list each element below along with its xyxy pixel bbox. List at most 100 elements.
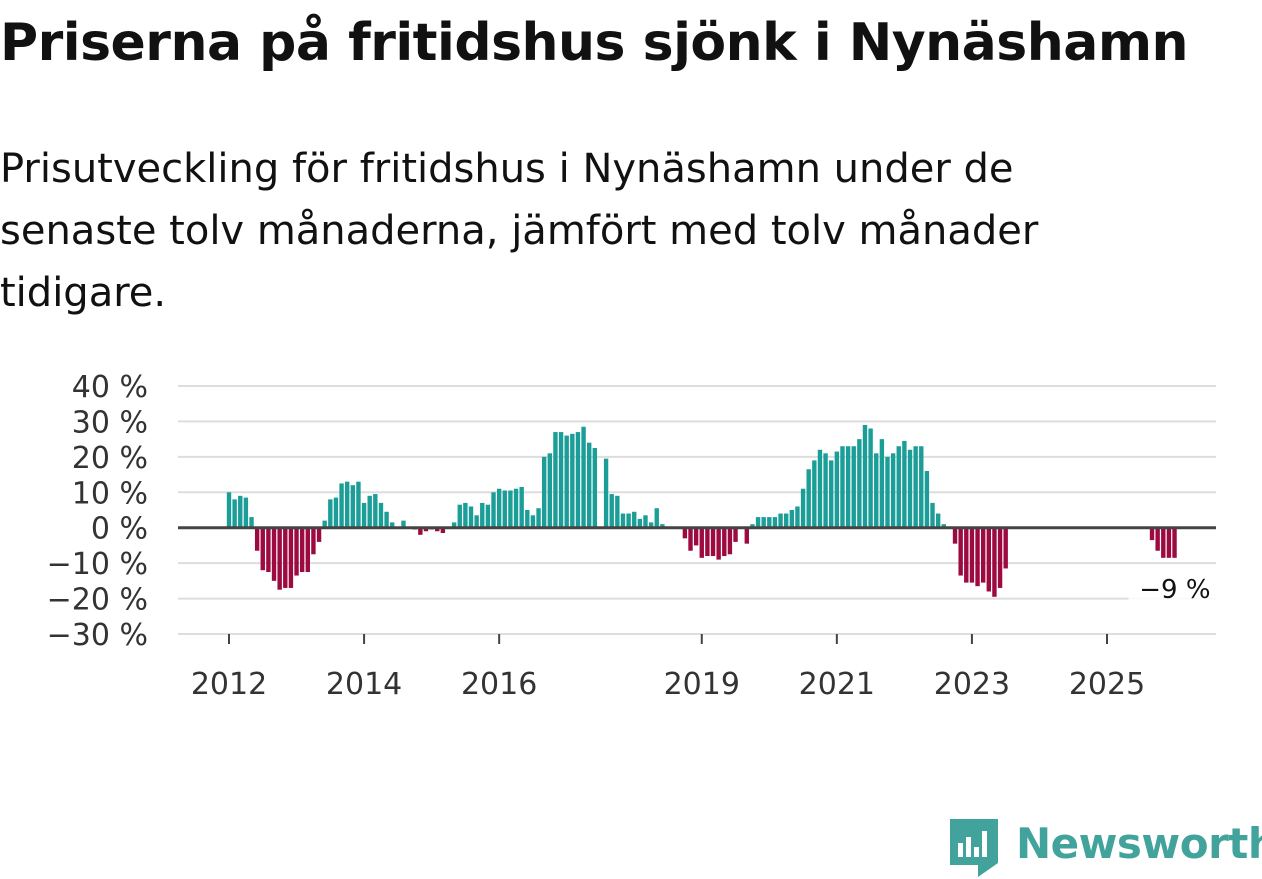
chart-title: Priserna på fritidshus sjönk i Nynäshamn bbox=[0, 13, 1189, 73]
bar bbox=[496, 488, 502, 528]
bar bbox=[519, 486, 524, 528]
bar bbox=[609, 494, 614, 528]
bar bbox=[660, 524, 665, 528]
newsworthy-logo-icon bbox=[950, 819, 998, 877]
bar bbox=[615, 495, 620, 528]
bar bbox=[964, 527, 969, 583]
bar bbox=[913, 446, 918, 528]
x-tick-label: 2012 bbox=[191, 667, 267, 702]
bar bbox=[829, 460, 834, 528]
bar bbox=[339, 483, 344, 528]
x-axis: 2012 2014 2016 2019 2021 2023 2025 bbox=[191, 634, 1145, 702]
bar bbox=[1155, 527, 1160, 551]
bar bbox=[924, 471, 930, 528]
bar bbox=[637, 518, 643, 528]
bar bbox=[525, 510, 530, 528]
bar bbox=[705, 527, 710, 557]
bar bbox=[299, 527, 305, 572]
bar bbox=[902, 440, 907, 528]
bar bbox=[587, 442, 592, 528]
x-tick-label: 2021 bbox=[799, 667, 875, 702]
y-axis-labels: −30 %−20 %−10 %0 %10 %20 %30 %40 % bbox=[47, 370, 148, 653]
bar bbox=[243, 497, 249, 528]
bar bbox=[778, 513, 783, 528]
bar bbox=[564, 435, 569, 528]
bar bbox=[1166, 527, 1172, 558]
brand-name: Newsworthy bbox=[1016, 819, 1262, 868]
bar bbox=[969, 527, 975, 583]
y-tick-label: 10 % bbox=[72, 476, 148, 511]
bar bbox=[761, 517, 766, 528]
bar bbox=[603, 458, 609, 528]
annotation-bg bbox=[1128, 571, 1221, 606]
y-tick-label: 40 % bbox=[72, 370, 148, 405]
bar bbox=[508, 490, 513, 528]
bar bbox=[980, 527, 986, 583]
bar bbox=[1149, 527, 1155, 541]
bar bbox=[435, 527, 440, 532]
bar bbox=[322, 520, 327, 528]
bar bbox=[817, 449, 823, 528]
bar bbox=[626, 513, 631, 528]
bar bbox=[260, 527, 265, 571]
chart-subtitle: Prisutveckling för fritidshus i Nynäsham… bbox=[0, 146, 1039, 316]
bar bbox=[254, 527, 260, 551]
bar bbox=[682, 527, 688, 539]
bar bbox=[463, 502, 468, 528]
bar bbox=[958, 527, 963, 576]
bar bbox=[536, 508, 541, 528]
bar bbox=[592, 448, 598, 528]
bar bbox=[378, 502, 384, 528]
bar bbox=[857, 439, 862, 528]
bar bbox=[530, 515, 536, 528]
bar bbox=[238, 495, 243, 528]
y-tick-label: −10 % bbox=[47, 547, 148, 582]
bar bbox=[845, 446, 851, 528]
bar bbox=[620, 513, 626, 528]
bar bbox=[480, 502, 485, 528]
bar bbox=[277, 527, 282, 590]
bar bbox=[879, 439, 885, 528]
bar bbox=[823, 453, 828, 528]
bar bbox=[750, 524, 755, 528]
x-tick-label: 2014 bbox=[326, 667, 402, 702]
bar bbox=[862, 424, 868, 528]
bar bbox=[418, 527, 423, 535]
y-tick-label: 20 % bbox=[72, 441, 148, 476]
bar-chart: −30 %−20 %−10 %0 %10 %20 %30 %40 % 2012 2… bbox=[47, 370, 1221, 702]
bar bbox=[547, 453, 552, 528]
bar bbox=[767, 517, 772, 528]
bar bbox=[316, 527, 322, 542]
bar bbox=[755, 517, 761, 528]
bar bbox=[457, 504, 462, 528]
bar bbox=[941, 524, 946, 528]
x-tick-label: 2016 bbox=[461, 667, 537, 702]
x-tick-label: 2025 bbox=[1069, 667, 1145, 702]
bar bbox=[874, 453, 879, 528]
bar bbox=[271, 527, 277, 581]
bar bbox=[311, 527, 316, 555]
bar bbox=[468, 506, 474, 528]
y-tick-label: 0 % bbox=[91, 512, 148, 547]
bar bbox=[907, 449, 913, 528]
bar bbox=[485, 504, 491, 528]
bar bbox=[390, 522, 395, 528]
y-tick-label: 30 % bbox=[72, 405, 148, 440]
bar bbox=[992, 527, 997, 597]
y-tick-label: −20 % bbox=[47, 583, 148, 618]
bar bbox=[654, 508, 659, 528]
bar bbox=[727, 527, 733, 555]
bar bbox=[356, 481, 361, 528]
bar bbox=[249, 517, 254, 528]
bar bbox=[502, 490, 507, 528]
bar bbox=[997, 527, 1003, 588]
bar bbox=[1161, 527, 1166, 558]
bar bbox=[896, 446, 901, 528]
bar bbox=[1003, 527, 1008, 569]
bar bbox=[744, 527, 749, 544]
bar bbox=[232, 499, 237, 528]
x-tick-label: 2023 bbox=[934, 667, 1010, 702]
bar bbox=[474, 515, 479, 528]
bar bbox=[305, 527, 310, 572]
bar bbox=[693, 527, 699, 546]
